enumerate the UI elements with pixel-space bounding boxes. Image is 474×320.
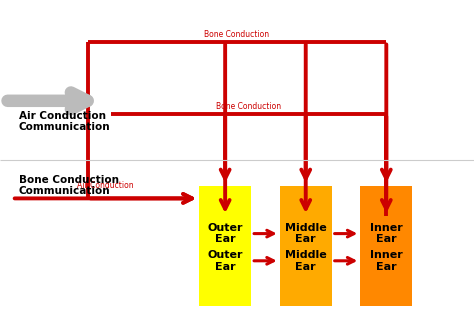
Text: Outer
Ear: Outer Ear bbox=[208, 250, 243, 272]
Bar bbox=[280, 186, 332, 282]
Bar bbox=[0, 160, 474, 320]
Bar bbox=[199, 186, 251, 282]
Text: Inner
Ear: Inner Ear bbox=[370, 223, 403, 244]
Bar bbox=[280, 216, 332, 306]
Bar bbox=[199, 216, 251, 306]
Text: Middle
Ear: Middle Ear bbox=[285, 223, 327, 244]
Text: Air Conduction
Communication: Air Conduction Communication bbox=[19, 111, 110, 132]
Bar bbox=[360, 216, 412, 306]
Bar bbox=[360, 186, 412, 282]
Text: Middle
Ear: Middle Ear bbox=[285, 250, 327, 272]
Text: Outer
Ear: Outer Ear bbox=[208, 223, 243, 244]
Text: Inner
Ear: Inner Ear bbox=[370, 250, 403, 272]
Bar bbox=[0, 0, 474, 160]
Text: Bone Conduction: Bone Conduction bbox=[216, 102, 282, 111]
Text: Air Conduction: Air Conduction bbox=[77, 181, 134, 190]
Text: Bone Conduction
Communication: Bone Conduction Communication bbox=[19, 175, 119, 196]
Text: Bone Conduction: Bone Conduction bbox=[204, 30, 270, 39]
